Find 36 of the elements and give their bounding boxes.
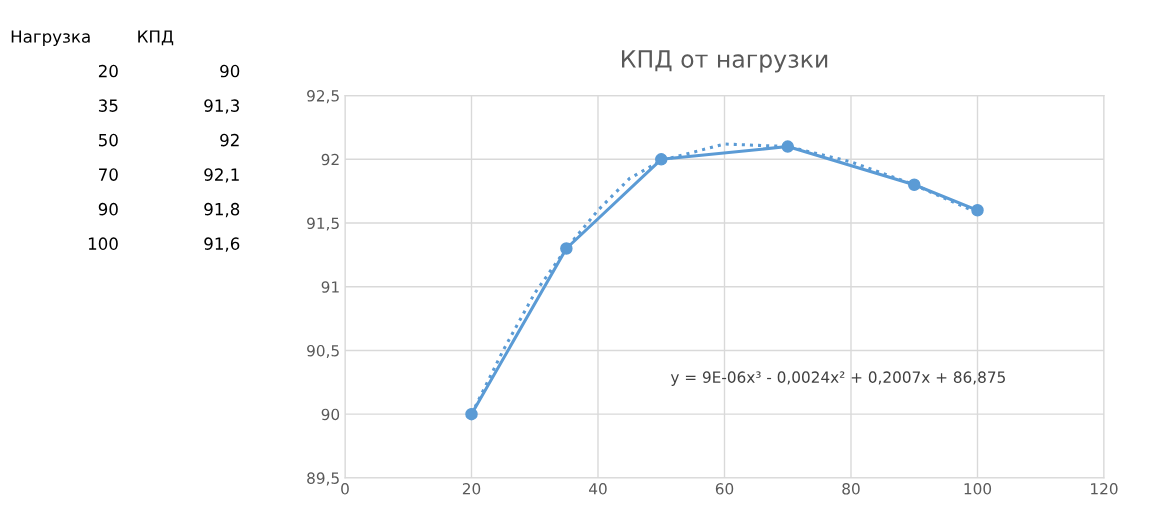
- text: 92: [220, 133, 239, 147]
- point: [907, 178, 921, 192]
- text: 92,1: [204, 168, 239, 183]
- point: [560, 242, 573, 255]
- text: 50: [98, 133, 118, 147]
- text: 20: [98, 64, 118, 78]
- y-tick-label: 91: [321, 281, 339, 293]
- y-tick-label: 90: [321, 408, 340, 421]
- text: 90: [220, 64, 240, 78]
- y-tick-label: 92,5: [307, 90, 339, 104]
- text: Нагрузка: [11, 30, 90, 47]
- x-tick-label: 0: [341, 483, 349, 495]
- text: 100: [88, 237, 118, 250]
- text: 70: [99, 168, 118, 181]
- x-tick-label: 20: [462, 483, 481, 495]
- point: [971, 204, 984, 217]
- point: [781, 140, 795, 153]
- text: 35: [98, 99, 118, 112]
- y-tick-label: 90,5: [307, 344, 339, 359]
- text: КПД: [138, 30, 174, 46]
- y-tick-label: 92: [321, 153, 339, 166]
- text: 91,3: [204, 99, 240, 114]
- x-tick-label: 120: [1091, 483, 1118, 495]
- point: [654, 153, 668, 166]
- x-tick-label: 100: [964, 483, 992, 495]
- point: [465, 407, 478, 421]
- text: 91,6: [204, 237, 240, 252]
- text: 91,8: [204, 202, 240, 218]
- text: 90: [98, 202, 118, 216]
- x-tick-label: 60: [715, 483, 734, 495]
- x-tick-label: 40: [589, 483, 607, 495]
- annotation: y = 9E-06x³ - 0,0024x² + 0,2007x + 86,875: [670, 371, 1005, 386]
- y-tick-label: 91,5: [307, 217, 339, 231]
- x-tick-label: 80: [842, 483, 860, 495]
- y-tick-label: 89,5: [307, 472, 339, 486]
- chart-title: КПД от нагрузки: [622, 50, 828, 73]
